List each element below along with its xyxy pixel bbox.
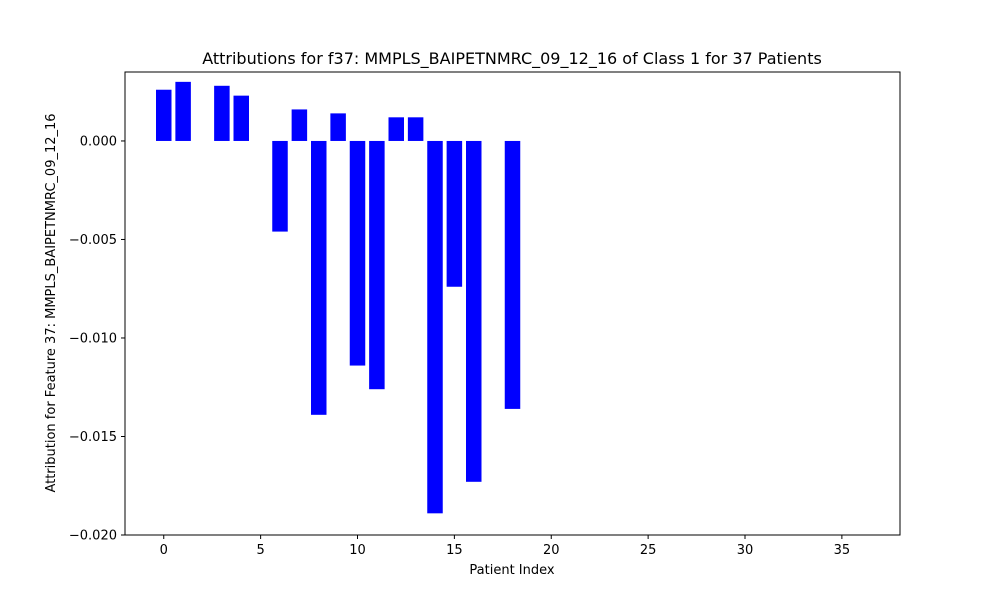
x-tick-label: 35 — [834, 543, 851, 558]
y-tick-label: 0.000 — [80, 134, 117, 149]
bar-patient-13 — [407, 117, 424, 141]
x-axis-label: Patient Index — [469, 563, 554, 578]
bar-patient-3 — [214, 85, 230, 141]
bar-patient-1 — [175, 81, 191, 141]
bar-patient-7 — [291, 109, 308, 141]
y-axis-label: Attribution for Feature 37: MMPLS_BAIPET… — [44, 113, 59, 492]
x-tick-label: 10 — [349, 543, 366, 558]
chart-title: Attributions for f37: MMPLS_BAIPETNMRC_0… — [202, 49, 822, 69]
bar-patient-6 — [272, 140, 288, 232]
y-tick-label: −0.020 — [69, 529, 117, 544]
bar-patient-16 — [466, 140, 482, 482]
y-tick-label: −0.010 — [69, 331, 117, 346]
x-tick-label: 25 — [640, 543, 657, 558]
bar-patient-9 — [330, 113, 346, 141]
y-axis-ticks: 0.000 −0.005 −0.010 −0.015 −0.020 — [69, 134, 125, 544]
bar-patient-10 — [349, 140, 366, 366]
bar-patient-14 — [427, 140, 443, 514]
bar-patient-11 — [369, 140, 385, 390]
x-tick-label: 15 — [446, 543, 463, 558]
x-tick-label: 20 — [543, 543, 560, 558]
x-tick-label: 30 — [737, 543, 754, 558]
bar-patient-15 — [446, 140, 463, 287]
y-tick-label: −0.005 — [69, 233, 117, 248]
bar-patient-18 — [504, 140, 521, 409]
x-tick-label: 0 — [160, 543, 168, 558]
bar-patient-4 — [233, 95, 249, 141]
bar-patient-12 — [388, 117, 404, 141]
plot-frame — [124, 71, 901, 536]
x-tick-label: 5 — [256, 543, 264, 558]
y-tick-label: −0.015 — [69, 430, 117, 445]
bar-patient-0 — [156, 89, 172, 141]
bar-patient-8 — [311, 140, 327, 415]
bars-group — [156, 81, 521, 514]
x-axis-ticks: 0 5 10 15 20 25 30 35 — [160, 535, 851, 558]
